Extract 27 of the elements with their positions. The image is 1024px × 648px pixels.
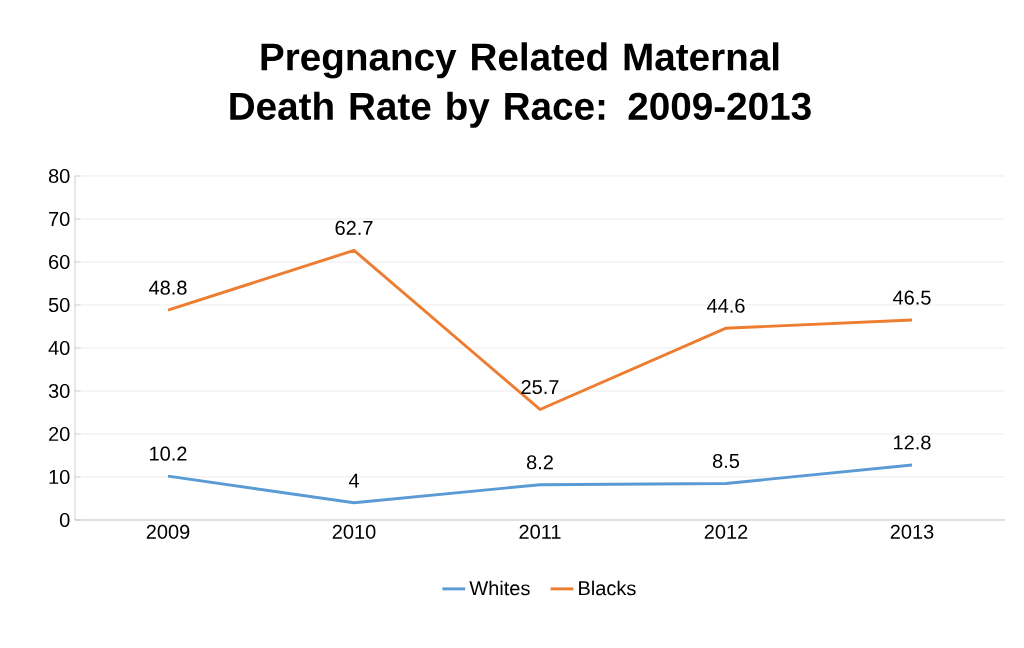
- data-label: 62.7: [335, 220, 373, 235]
- data-label: 8.5: [712, 453, 740, 469]
- data-label: 25.7: [521, 379, 559, 395]
- y-tick-label: 0: [59, 512, 70, 528]
- data-label: 8.2: [526, 455, 553, 470]
- x-tick-label: 2013: [890, 524, 934, 539]
- chart-title: Pregnancy Related Maternal Death Rate by Race: 2009-2013: [230, 42, 811, 128]
- legend-label: Whites: [469, 580, 530, 596]
- legend-label: Blacks: [579, 580, 636, 596]
- y-tick-label: 60: [49, 254, 70, 270]
- data-label: 10.2: [150, 446, 187, 461]
- data-label: 4: [348, 473, 359, 488]
- data-label: 12.8: [894, 435, 931, 450]
- y-tick-label: 80: [48, 168, 70, 184]
- y-tick-label: 40: [48, 340, 70, 356]
- data-label: 48.8: [149, 280, 187, 295]
- y-tick-label: 10: [49, 469, 70, 485]
- data-label: 46.5: [893, 290, 931, 305]
- x-tick-label: 2012: [704, 524, 748, 539]
- y-tick-label: 50: [48, 297, 70, 313]
- x-tick-label: 2011: [519, 524, 561, 539]
- x-tick-label: 2010: [332, 524, 376, 539]
- y-tick-label: 20: [49, 426, 70, 442]
- data-label: 44.6: [707, 298, 745, 313]
- y-tick-label: 70: [49, 211, 70, 227]
- y-tick-label: 30: [48, 383, 70, 399]
- x-tick-label: 2009: [146, 524, 190, 539]
